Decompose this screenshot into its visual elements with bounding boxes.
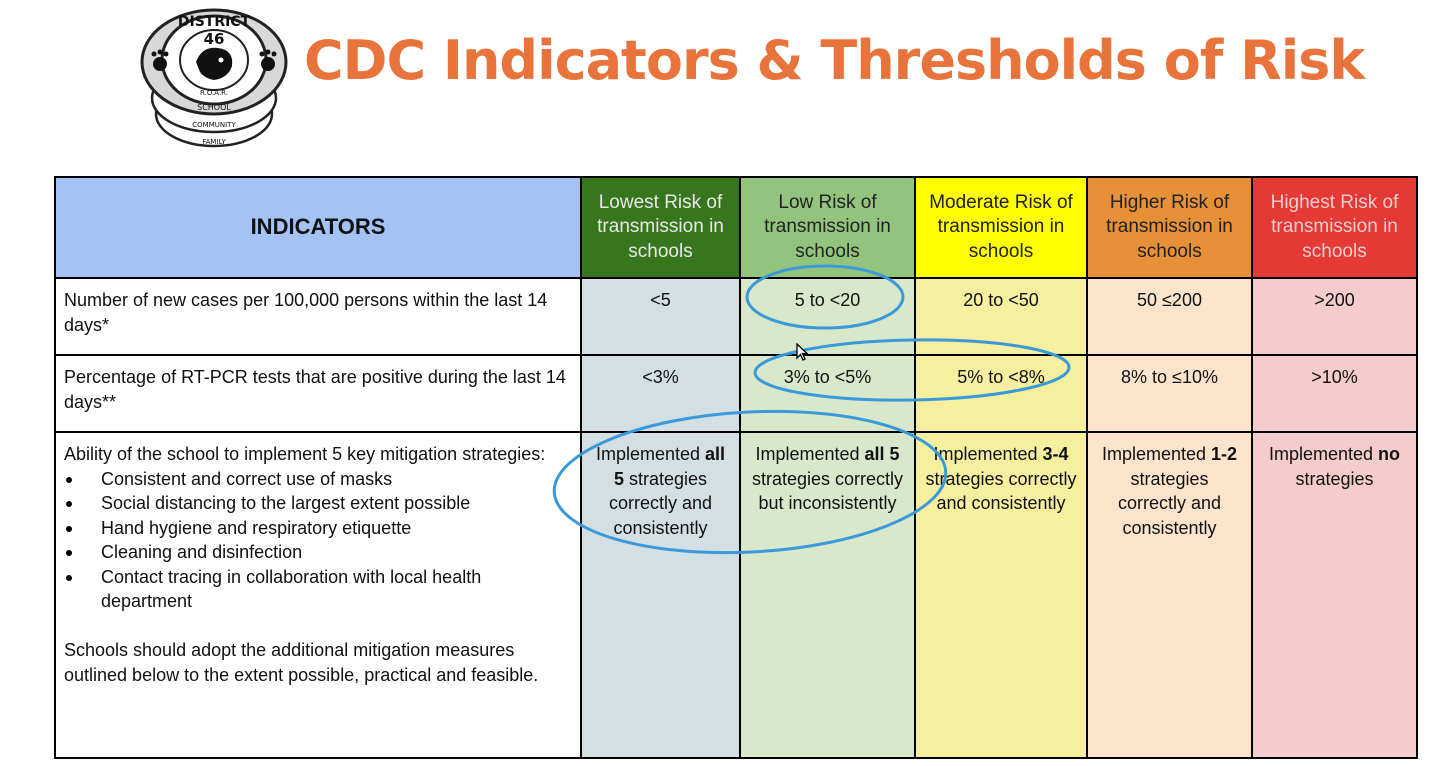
list-item: Contact tracing in collaboration with lo…	[64, 565, 572, 614]
logo-ring-school: SCHOOL	[197, 103, 231, 112]
cases-moderate: 20 to <50	[914, 277, 1088, 356]
indicators-header: INDICATORS	[54, 176, 582, 279]
indicator-mitigation: Ability of the school to implement 5 key…	[54, 431, 582, 759]
logo-ring-family: FAMILY	[202, 138, 226, 146]
list-item: Cleaning and disinfection	[64, 540, 572, 565]
logo-motto: R.O.A.R.	[200, 89, 228, 97]
logo-number: 46	[204, 30, 225, 48]
header-row: INDICATORS Lowest Risk of transmission i…	[54, 176, 1418, 279]
table-row: Ability of the school to implement 5 key…	[54, 431, 1418, 759]
positivity-moderate: 5% to <8%	[914, 354, 1088, 433]
level-header-low: Low Risk of transmission in schools	[739, 176, 916, 279]
cases-highest: >200	[1251, 277, 1418, 356]
list-item: Social distancing to the largest extent …	[64, 491, 572, 516]
mitigation-moderate: Implemented 3-4 strategies correctly and…	[914, 431, 1088, 759]
level-header-moderate: Moderate Risk of transmission in schools	[914, 176, 1088, 279]
indicator-positivity: Percentage of RT-PCR tests that are posi…	[54, 354, 582, 433]
mitigation-intro: Ability of the school to implement 5 key…	[64, 444, 546, 464]
mitigation-highest: Implemented no strategies	[1251, 431, 1418, 759]
strategy-list: Consistent and correct use of masks Soci…	[64, 467, 572, 614]
level-header-highest: Highest Risk of transmission in schools	[1251, 176, 1418, 279]
positivity-higher: 8% to ≤10%	[1086, 354, 1253, 433]
indicator-new-cases: Number of new cases per 100,000 persons …	[54, 277, 582, 356]
table-row: Number of new cases per 100,000 persons …	[54, 277, 1418, 356]
district-46-logo: DISTRICT 46 R.O.A.R. SCHOOL COMMUNITY FA…	[140, 8, 288, 148]
logo-ring-community: COMMUNITY	[192, 121, 236, 129]
cases-lowest: <5	[580, 277, 741, 356]
logo-district-text: DISTRICT	[178, 14, 251, 30]
positivity-low: 3% to <5%	[739, 354, 916, 433]
list-item: Hand hygiene and respiratory etiquette	[64, 516, 572, 541]
page-title: CDC Indicators & Thresholds of Risk	[304, 29, 1365, 92]
level-header-higher: Higher Risk of transmission in schools	[1086, 176, 1253, 279]
cases-low: 5 to <20	[739, 277, 916, 356]
level-header-lowest: Lowest Risk of transmission in schools	[580, 176, 741, 279]
positivity-lowest: <3%	[580, 354, 741, 433]
mouse-cursor-icon	[796, 343, 809, 361]
mitigation-note: Schools should adopt the additional miti…	[64, 640, 539, 685]
mitigation-low: Implemented all 5 strategies correctly b…	[739, 431, 916, 759]
table-row: Percentage of RT-PCR tests that are posi…	[54, 354, 1418, 433]
mitigation-lowest: Implemented all 5 strategies correctly a…	[580, 431, 741, 759]
mitigation-higher: Implemented 1-2 strategies correctly and…	[1086, 431, 1253, 759]
positivity-highest: >10%	[1251, 354, 1418, 433]
cases-higher: 50 ≤200	[1086, 277, 1253, 356]
risk-thresholds-table: INDICATORS Lowest Risk of transmission i…	[54, 176, 1418, 759]
list-item: Consistent and correct use of masks	[64, 467, 572, 492]
